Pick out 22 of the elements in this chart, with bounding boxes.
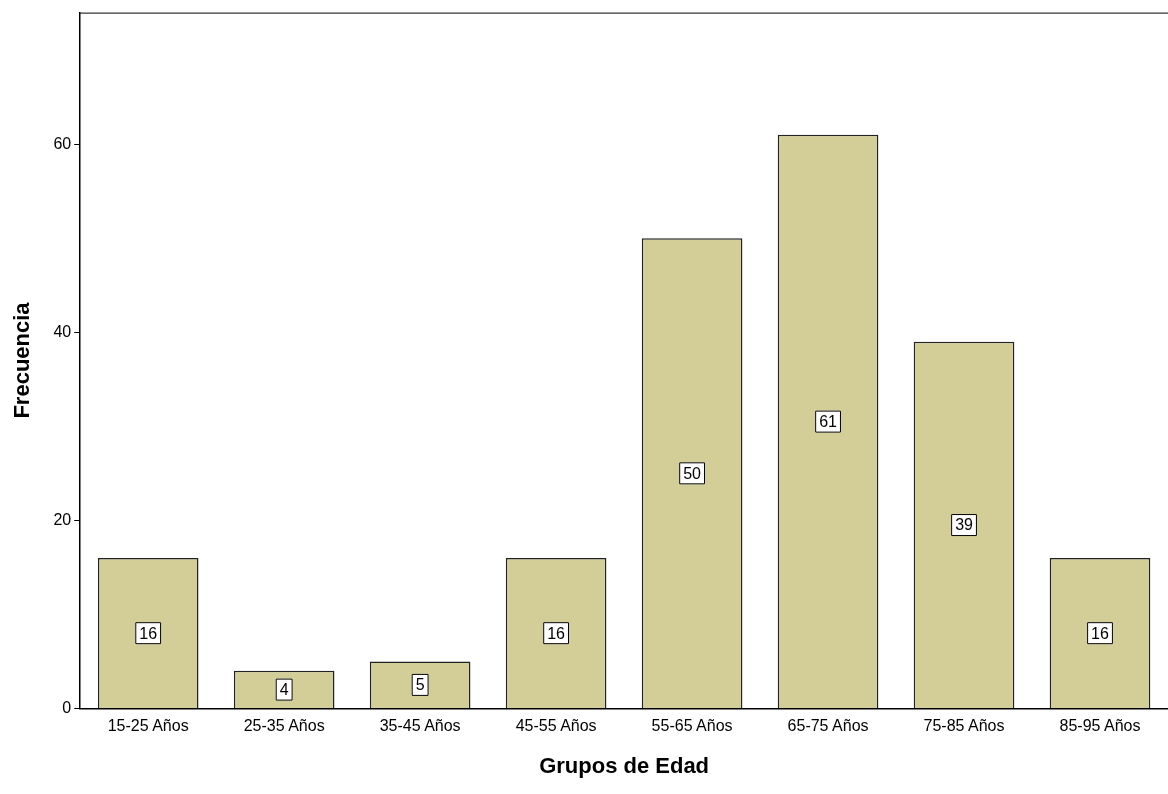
y-tick-label: 40 bbox=[53, 322, 72, 340]
x-tick-label: 65-75 Años bbox=[787, 717, 869, 735]
x-tick-label: 85-95 Años bbox=[1059, 717, 1141, 735]
data-label: 16 bbox=[139, 624, 158, 642]
data-label: 50 bbox=[683, 464, 702, 482]
x-tick-label: 55-65 Años bbox=[651, 717, 733, 735]
x-tick-label: 75-85 Años bbox=[923, 717, 1005, 735]
x-tick-label: 15-25 Años bbox=[107, 717, 189, 735]
data-label: 16 bbox=[547, 624, 566, 642]
y-tick-label: 0 bbox=[62, 698, 72, 716]
y-axis-title: Frecuencia bbox=[9, 301, 35, 419]
x-tick-label: 35-45 Años bbox=[379, 717, 461, 735]
x-tick-label: 45-55 Años bbox=[515, 717, 597, 735]
x-tick-label: 25-35 Años bbox=[243, 717, 325, 735]
x-axis-title: Grupos de Edad bbox=[539, 752, 710, 778]
data-label: 39 bbox=[955, 516, 974, 534]
data-label: 16 bbox=[1091, 624, 1110, 642]
y-tick-label: 20 bbox=[53, 510, 72, 528]
data-label: 5 bbox=[415, 676, 425, 694]
data-label: 4 bbox=[279, 681, 289, 698]
y-tick-label: 60 bbox=[53, 134, 72, 152]
data-label: 61 bbox=[819, 413, 838, 431]
